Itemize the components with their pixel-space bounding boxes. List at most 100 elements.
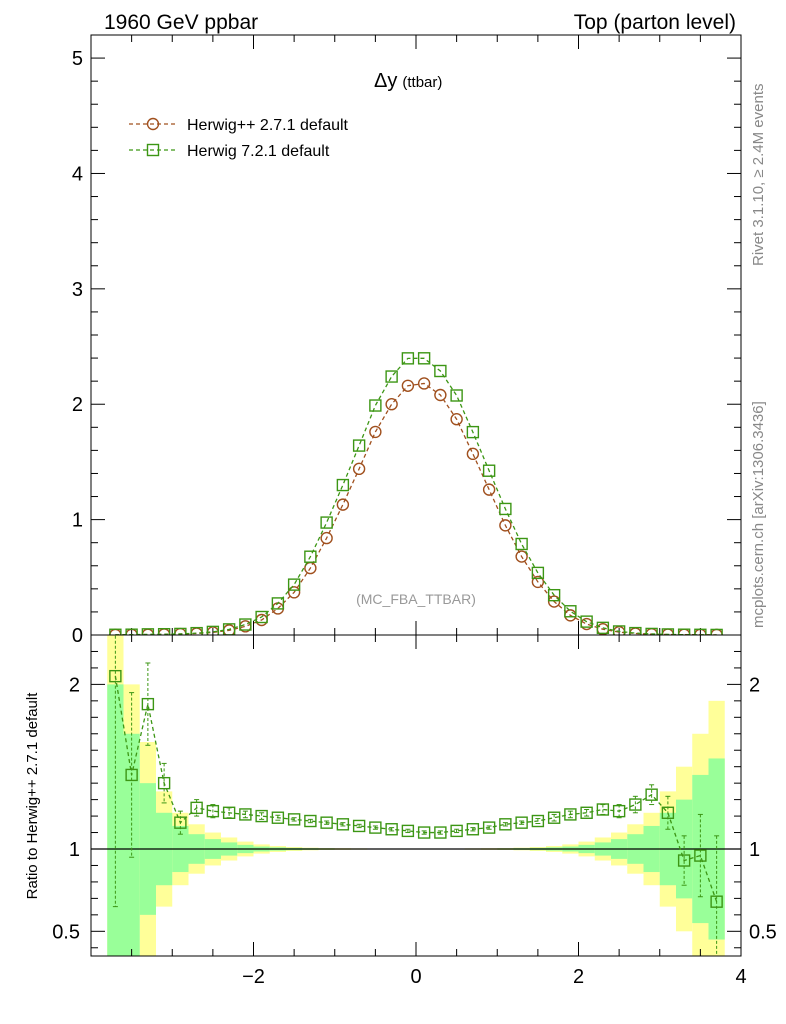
ratio-data-point bbox=[661, 806, 675, 819]
data-point-herwig7 bbox=[531, 566, 545, 580]
ratio-data-point bbox=[547, 811, 561, 824]
ratio-data-point bbox=[482, 821, 496, 834]
data-point-herwig7 bbox=[255, 610, 268, 624]
data-point-herwig7 bbox=[157, 627, 171, 635]
data-point-herwig7 bbox=[661, 628, 675, 635]
main-series-layer bbox=[109, 352, 723, 635]
data-point-herwigpp bbox=[385, 398, 398, 411]
plot-title: Δy (ttbar) bbox=[374, 70, 442, 92]
ratio-data-point bbox=[612, 804, 626, 818]
data-point-herwig7 bbox=[612, 625, 626, 635]
main-panel bbox=[90, 34, 742, 636]
ratio-data-point bbox=[710, 895, 723, 908]
data-point-herwig7 bbox=[320, 516, 333, 529]
ratio-data-point bbox=[531, 814, 545, 828]
xtick-label: 2 bbox=[573, 966, 584, 988]
ratio-ytick-label-right: 0.5 bbox=[749, 921, 777, 943]
data-point-herwig7 bbox=[304, 550, 317, 563]
data-point-herwig7 bbox=[482, 464, 496, 477]
main-ytick-label: 0 bbox=[72, 625, 83, 647]
data-point-herwigpp bbox=[287, 586, 301, 599]
data-point-herwigpp bbox=[417, 377, 431, 390]
data-point-herwigpp bbox=[515, 550, 528, 563]
ratio-data-point bbox=[645, 788, 658, 801]
data-point-herwigpp bbox=[482, 483, 496, 496]
ratio-ytick-label: 1 bbox=[69, 839, 80, 861]
ratio-data-point bbox=[629, 798, 642, 811]
ratio-data-point bbox=[174, 816, 187, 829]
ratio-ytick-label: 0.5 bbox=[52, 921, 80, 943]
ratio-data-point bbox=[694, 849, 707, 862]
ratio-data-point bbox=[109, 669, 122, 683]
xtick-label: −2 bbox=[242, 966, 265, 988]
ratio-data-point bbox=[450, 824, 463, 838]
side-mcplots-label: mcplots.cern.ch [arXiv:1306.3436] bbox=[750, 401, 767, 628]
ratio-data-point bbox=[515, 816, 528, 829]
data-point-herwigpp bbox=[369, 425, 382, 439]
ratio-uncertainty-bands bbox=[107, 635, 725, 956]
data-point-herwig7 bbox=[547, 588, 561, 602]
legend-marker-circle bbox=[146, 117, 160, 131]
legend: Herwig++ 2.7.1 default Herwig 7.2.1 defa… bbox=[129, 117, 349, 160]
legend-entry-herwig7: Herwig 7.2.1 default bbox=[129, 143, 330, 160]
ratio-data-point bbox=[352, 819, 366, 833]
data-point-herwigpp bbox=[336, 498, 350, 511]
data-point-herwigpp bbox=[580, 617, 593, 631]
main-ytick-label: 2 bbox=[72, 394, 83, 416]
ratio-ylabel: Ratio to Herwig++ 2.7.1 default bbox=[24, 692, 41, 900]
data-point-herwig7 bbox=[336, 478, 350, 492]
ratio-data-point bbox=[304, 814, 317, 828]
header-process: Top (parton level) bbox=[574, 11, 736, 34]
data-point-herwig7 bbox=[190, 626, 203, 635]
data-point-herwig7 bbox=[352, 439, 366, 452]
data-point-herwig7 bbox=[401, 352, 415, 365]
main-ytick-label: 4 bbox=[72, 163, 83, 185]
data-point-herwig7 bbox=[580, 615, 593, 628]
main-ytick-label: 5 bbox=[72, 48, 83, 70]
data-point-herwig7 bbox=[174, 627, 187, 635]
ratio-data-point bbox=[271, 811, 285, 824]
data-point-herwigpp bbox=[531, 575, 545, 589]
data-point-herwig7 bbox=[239, 618, 252, 631]
data-point-herwig7 bbox=[417, 352, 431, 365]
legend-label-herwig7: Herwig 7.2.1 default bbox=[187, 143, 330, 160]
ratio-data-point bbox=[369, 821, 382, 834]
ratio-data-point bbox=[239, 808, 252, 821]
data-point-herwig7 bbox=[206, 625, 220, 635]
analysis-watermark: (MC_FBA_TTBAR) bbox=[356, 591, 476, 607]
ratio-data-point bbox=[401, 824, 415, 838]
side-rivet-label: Rivet 3.1.10, ≥ 2.4M events bbox=[750, 84, 767, 267]
ratio-data-point bbox=[190, 801, 203, 815]
ratio-data-point bbox=[564, 808, 577, 821]
data-point-herwigpp bbox=[466, 447, 480, 461]
data-point-herwig7 bbox=[287, 578, 301, 591]
ratio-data-point bbox=[141, 697, 155, 711]
data-point-herwigpp bbox=[352, 462, 366, 476]
ratio-data-point bbox=[255, 809, 268, 823]
data-point-herwigpp bbox=[401, 379, 415, 392]
ratio-frame bbox=[90, 634, 742, 957]
ratio-ytick-label-right: 2 bbox=[749, 674, 760, 696]
ratio-ytick-label: 2 bbox=[69, 674, 80, 696]
ratio-data-point bbox=[206, 804, 220, 818]
data-point-herwig7 bbox=[645, 627, 658, 635]
ratio-data-point bbox=[125, 768, 138, 782]
data-point-herwig7 bbox=[564, 605, 577, 618]
series-line-herwig7 bbox=[115, 357, 717, 635]
data-point-herwig7 bbox=[385, 370, 398, 383]
data-point-herwig7 bbox=[141, 628, 155, 635]
legend-marker-square bbox=[146, 143, 160, 157]
ratio-data-point bbox=[499, 818, 512, 831]
legend-label-herwigpp: Herwig++ 2.7.1 default bbox=[187, 117, 349, 134]
ratio-data-point bbox=[157, 776, 171, 790]
legend-entry-herwigpp: Herwig++ 2.7.1 default bbox=[129, 117, 349, 134]
ratio-data-point bbox=[287, 813, 301, 826]
ratio-data-point bbox=[580, 806, 593, 819]
data-point-herwigpp bbox=[499, 519, 512, 532]
data-point-herwig7 bbox=[434, 364, 447, 378]
ratio-data-point bbox=[434, 826, 447, 839]
data-point-herwig7 bbox=[369, 399, 382, 412]
ratio-data-point bbox=[320, 816, 333, 829]
